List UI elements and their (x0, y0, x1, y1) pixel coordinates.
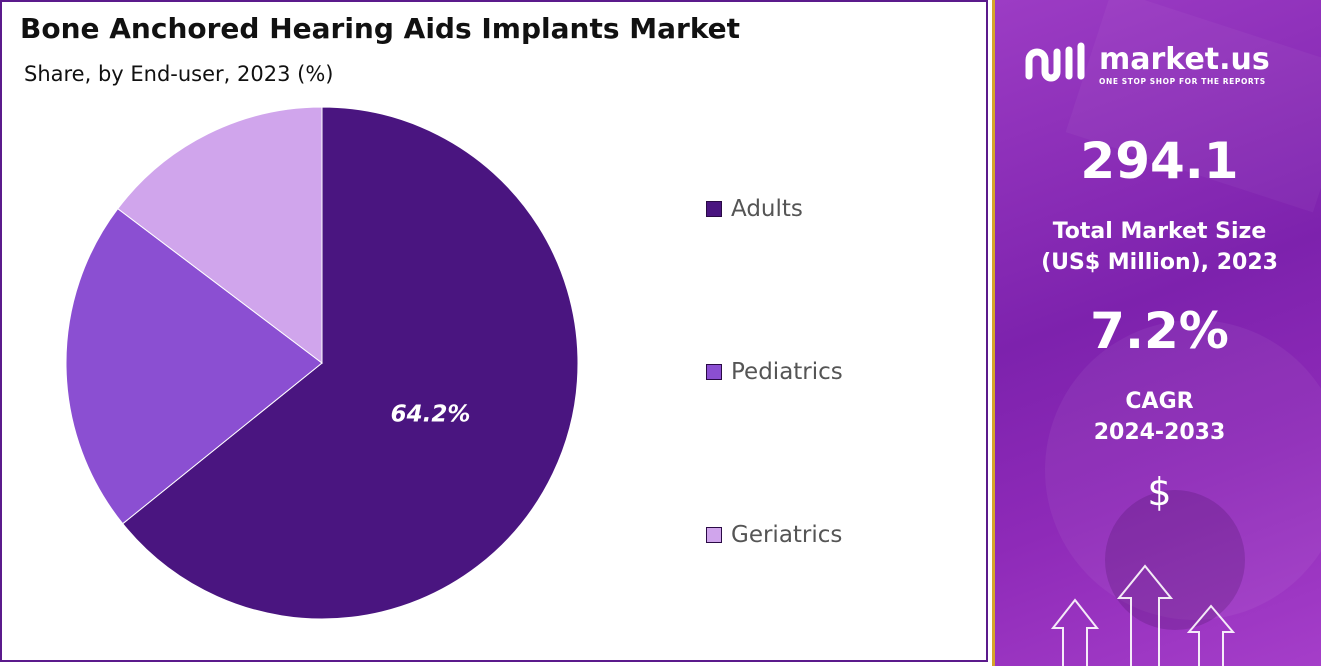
legend-item-geriatrics: Geriatrics (706, 522, 842, 548)
pie-slice-pediatrics (65, 207, 323, 525)
arrow-up-icon (1050, 564, 1236, 666)
chart-subtitle: Share, by End-user, 2023 (%) (24, 62, 334, 86)
legend-swatch-adults (706, 201, 722, 217)
market-us-logo-icon (1025, 42, 1085, 82)
cagr-value: 7.2% (1090, 302, 1229, 360)
dollar-icon: $ (1147, 470, 1172, 514)
legend-label-adults: Adults (731, 196, 803, 222)
legend-item-pediatrics: Pediatrics (706, 359, 843, 385)
legend-label-geriatrics: Geriatrics (731, 522, 843, 548)
pie-slice-adults (122, 106, 579, 620)
market-size-label-line1: Total Market Size (1052, 219, 1267, 244)
chart-panel: Bone Anchored Hearing Aids Implants Mark… (0, 0, 988, 662)
market-size-label-line2: (US$ Million), 2023 (1041, 250, 1278, 275)
chart-title: Bone Anchored Hearing Aids Implants Mark… (20, 12, 741, 45)
market-size-value: 294.1 (1080, 132, 1239, 190)
brand-logo: market.us ONE STOP SHOP FOR THE REPORTS (1025, 42, 1270, 88)
pie-chart: 64.2% (65, 106, 579, 620)
brand-tagline: ONE STOP SHOP FOR THE REPORTS (1099, 76, 1266, 86)
pie-data-label-adults: 64.2% (391, 401, 471, 427)
cagr-label-line2: 2024-2033 (1093, 420, 1226, 445)
brand-name: market.us (1099, 41, 1270, 77)
legend-swatch-pediatrics (706, 364, 722, 380)
legend-swatch-geriatrics (706, 527, 722, 543)
background-decoration (1045, 0, 1321, 666)
pie-slice-geriatrics (117, 106, 323, 365)
stats-panel: market.us ONE STOP SHOP FOR THE REPORTS … (992, 0, 1321, 666)
legend-label-pediatrics: Pediatrics (731, 359, 843, 385)
legend-item-adults: Adults (706, 196, 803, 222)
cagr-label-line1: CAGR (1125, 389, 1194, 414)
